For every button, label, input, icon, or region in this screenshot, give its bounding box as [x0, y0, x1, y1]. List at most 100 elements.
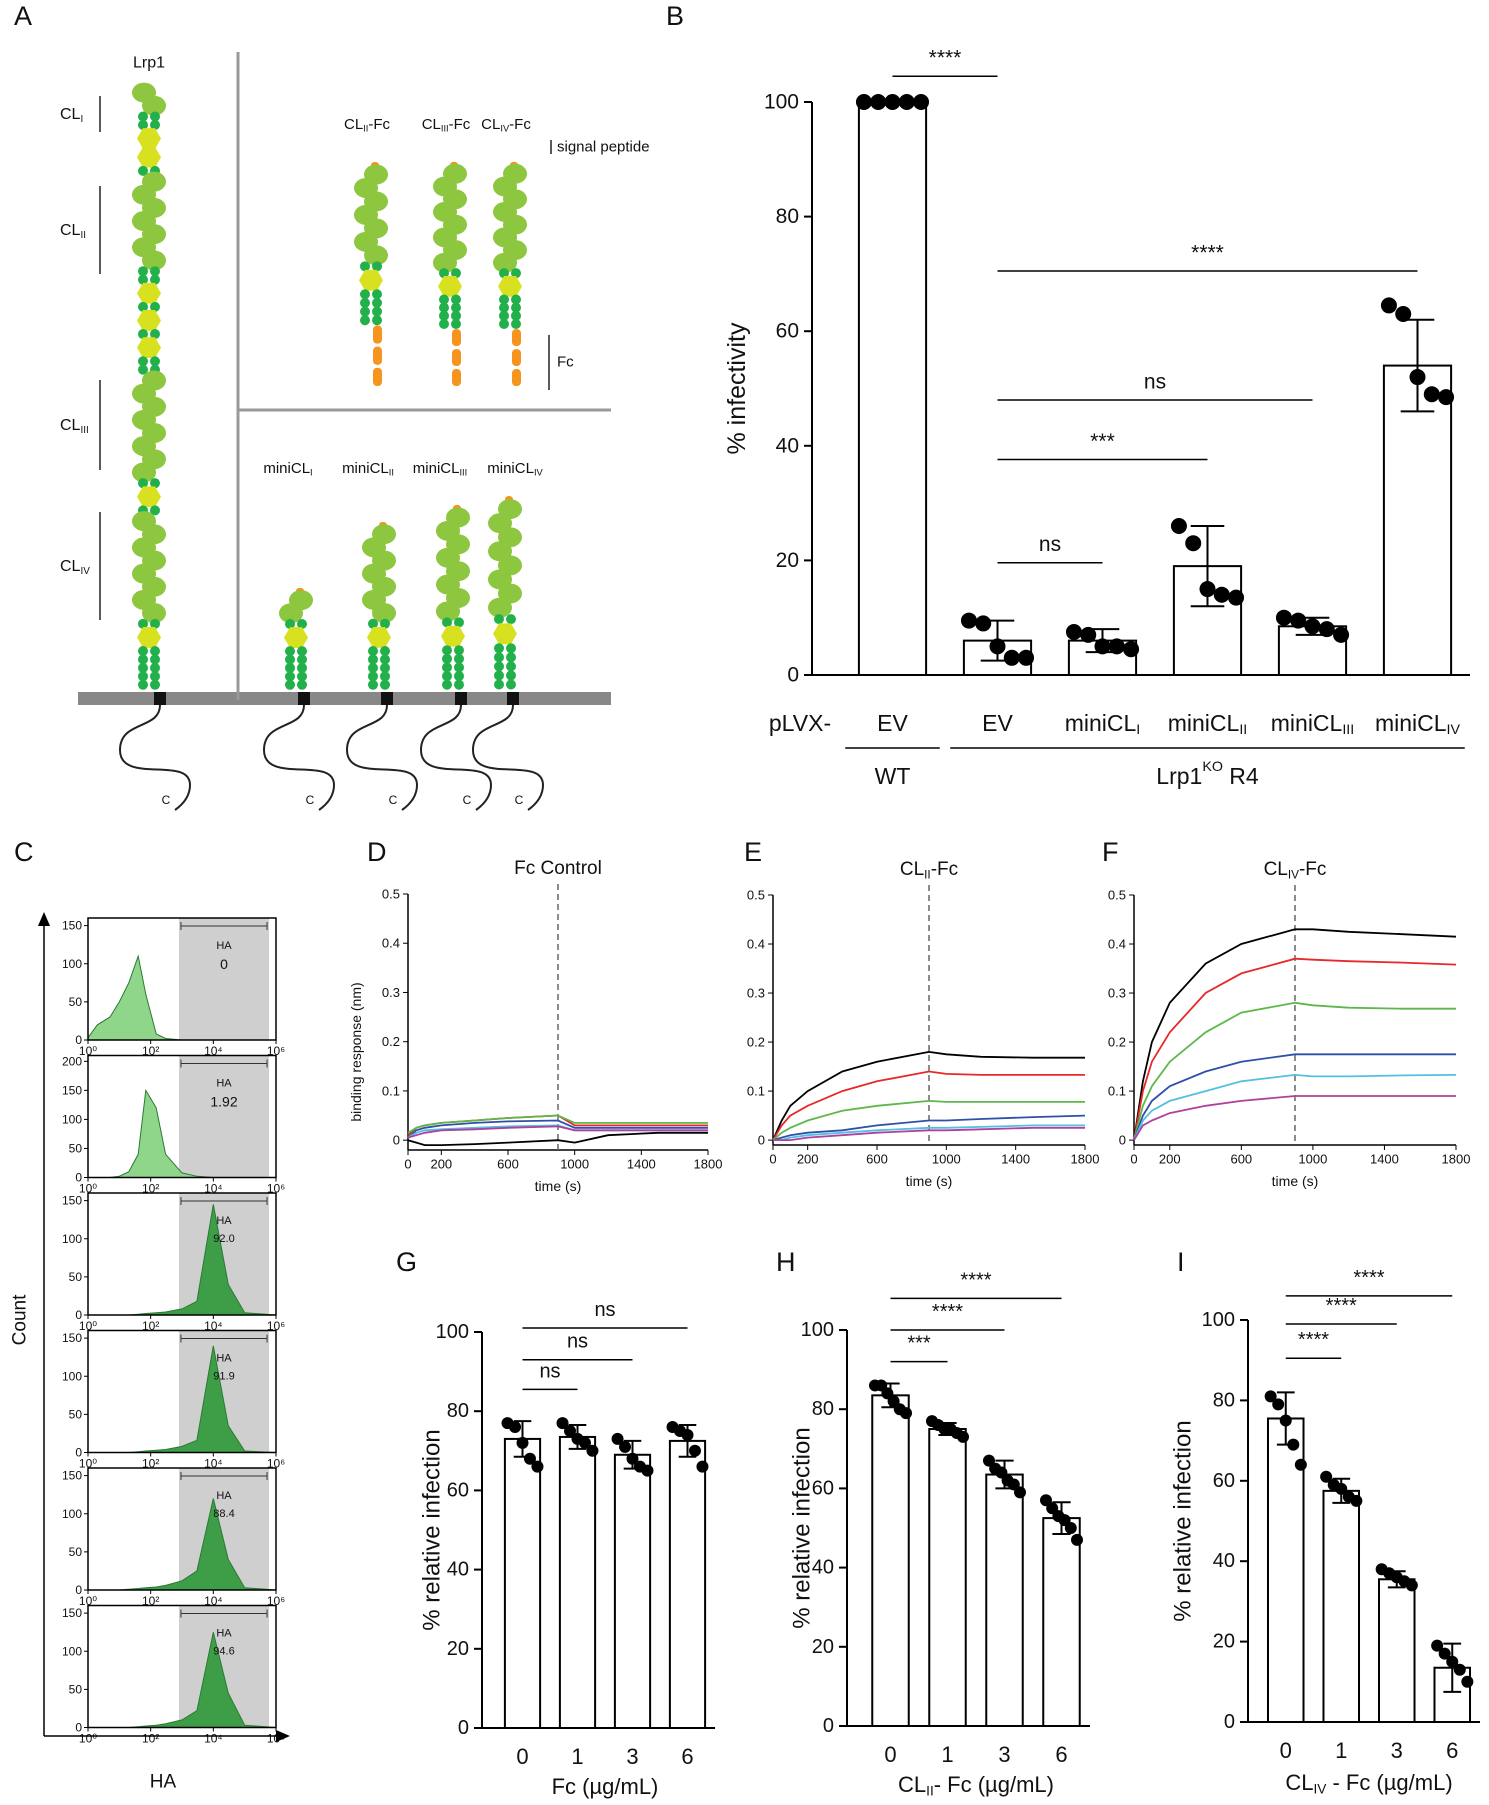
y-tick-label: 20	[447, 1638, 469, 1660]
group-label: WT	[875, 763, 911, 789]
series-line	[1133, 1001, 1456, 1141]
x-tick-label: 6	[681, 1744, 693, 1769]
data-point	[1438, 389, 1455, 406]
egf-repeat	[506, 670, 516, 681]
fc-domain	[512, 369, 521, 386]
x-tick-label: 10⁰	[79, 1044, 97, 1058]
data-point	[523, 1452, 536, 1465]
text-part: CL	[1285, 1770, 1313, 1795]
beta-propeller	[367, 627, 391, 648]
text-part: 0	[516, 1744, 528, 1769]
series-line	[1133, 928, 1457, 1141]
egf-repeat	[138, 111, 148, 122]
text-part: CL	[60, 558, 81, 575]
egf-repeat	[380, 662, 390, 673]
x-tick-label: 200	[1159, 1152, 1181, 1167]
egf-repeat	[297, 662, 307, 673]
x-tick-label: miniCLII	[1168, 710, 1248, 738]
x-tick-label: 1000	[932, 1152, 961, 1167]
egf-repeat	[360, 261, 370, 272]
data-point	[1228, 589, 1245, 606]
x-tick-label: 1400	[1370, 1152, 1399, 1167]
y-tick-label: 50	[69, 1141, 83, 1155]
cluster-label: CLIV	[60, 558, 90, 577]
x-tick-label: 200	[797, 1152, 819, 1167]
cluster-label: CLI	[60, 106, 83, 125]
text-part: 6	[1055, 1742, 1067, 1767]
y-tick-label: 0.1	[382, 1083, 400, 1098]
gate-label: HA	[216, 1353, 232, 1365]
y-tick-label: 0	[75, 1308, 82, 1322]
text-part: I	[80, 113, 83, 124]
text-part: III	[441, 124, 449, 134]
egf-repeat	[506, 679, 516, 690]
text-part: Fc (µg/mL)	[552, 1774, 659, 1799]
text-part: IV	[80, 565, 90, 576]
x-tick-label: 0	[1130, 1152, 1137, 1167]
text-part: -Fc	[368, 116, 390, 133]
data-point	[509, 1421, 522, 1434]
text-part: III	[1342, 722, 1354, 738]
y-tick-label: 0	[1224, 1711, 1235, 1733]
x-tick-label: 10⁰	[79, 1182, 97, 1196]
data-point	[1446, 1655, 1459, 1668]
y-axis-label: % relative infection	[789, 1427, 816, 1628]
y-tick-label: 0.5	[747, 888, 765, 903]
c-terminus-label: C	[306, 793, 315, 807]
gate-region	[178, 918, 270, 1040]
cytoplasmic-tail	[345, 704, 419, 811]
fc-domain	[373, 346, 382, 365]
series-line	[772, 1050, 1085, 1141]
egf-repeat	[451, 268, 461, 279]
y-tick-label: 100	[62, 1644, 82, 1658]
text-part: CL	[60, 417, 81, 434]
y-tick-label: 200	[62, 1054, 82, 1068]
y-tick-label: 60	[812, 1477, 834, 1499]
x-tick-label: 0	[516, 1744, 528, 1769]
data-point	[641, 1464, 654, 1477]
text-part: -Fc	[509, 116, 531, 133]
egf-repeat	[506, 614, 516, 625]
y-tick-label: 0	[393, 1133, 400, 1148]
y-tick-label: 20	[812, 1636, 834, 1658]
data-point	[1018, 649, 1035, 666]
x-tick-label: 10⁰	[79, 1319, 97, 1333]
y-axis-label: % relative infection	[419, 1429, 446, 1630]
text-part: 0	[1280, 1738, 1292, 1763]
egf-repeat	[285, 646, 295, 657]
y-tick-label: 0.4	[747, 937, 765, 952]
x-tick-label: 10⁰	[79, 1594, 97, 1608]
gate-value: 1.92	[210, 1094, 237, 1110]
text-part: miniCL	[1375, 710, 1447, 736]
plot-frame	[87, 1467, 277, 1591]
data-point	[1453, 1663, 1466, 1676]
data-point	[1287, 1438, 1300, 1451]
fc-domain	[452, 329, 461, 347]
cluster-label: CLII	[60, 222, 86, 241]
data-point	[957, 1430, 970, 1443]
egf-repeat	[150, 478, 160, 489]
egf-repeat	[150, 274, 160, 285]
egf-repeat	[368, 654, 378, 665]
y-tick-label: 0	[75, 1446, 82, 1460]
y-tick-label: 150	[62, 1469, 82, 1483]
data-point	[1071, 1533, 1084, 1546]
cytoplasmic-tail	[419, 704, 493, 811]
x-tick-label: 0	[404, 1157, 411, 1172]
data-point	[1003, 649, 1020, 666]
y-tick-label: 0.5	[1108, 888, 1126, 903]
bar	[1322, 1489, 1361, 1723]
data-point	[989, 638, 1006, 655]
text-part: 6	[681, 1744, 693, 1769]
egf-repeat	[494, 679, 504, 690]
egf-repeat	[150, 505, 160, 516]
egf-repeat	[506, 643, 516, 654]
beta-propeller	[137, 128, 161, 149]
panel-label: E	[744, 837, 762, 867]
gate-label: HA	[216, 1078, 232, 1090]
ligand-binding-repeat	[142, 250, 166, 271]
x-tick-label: 1800	[1071, 1152, 1100, 1167]
egf-repeat	[150, 329, 160, 340]
x-tick-label: 10²	[142, 1044, 159, 1058]
